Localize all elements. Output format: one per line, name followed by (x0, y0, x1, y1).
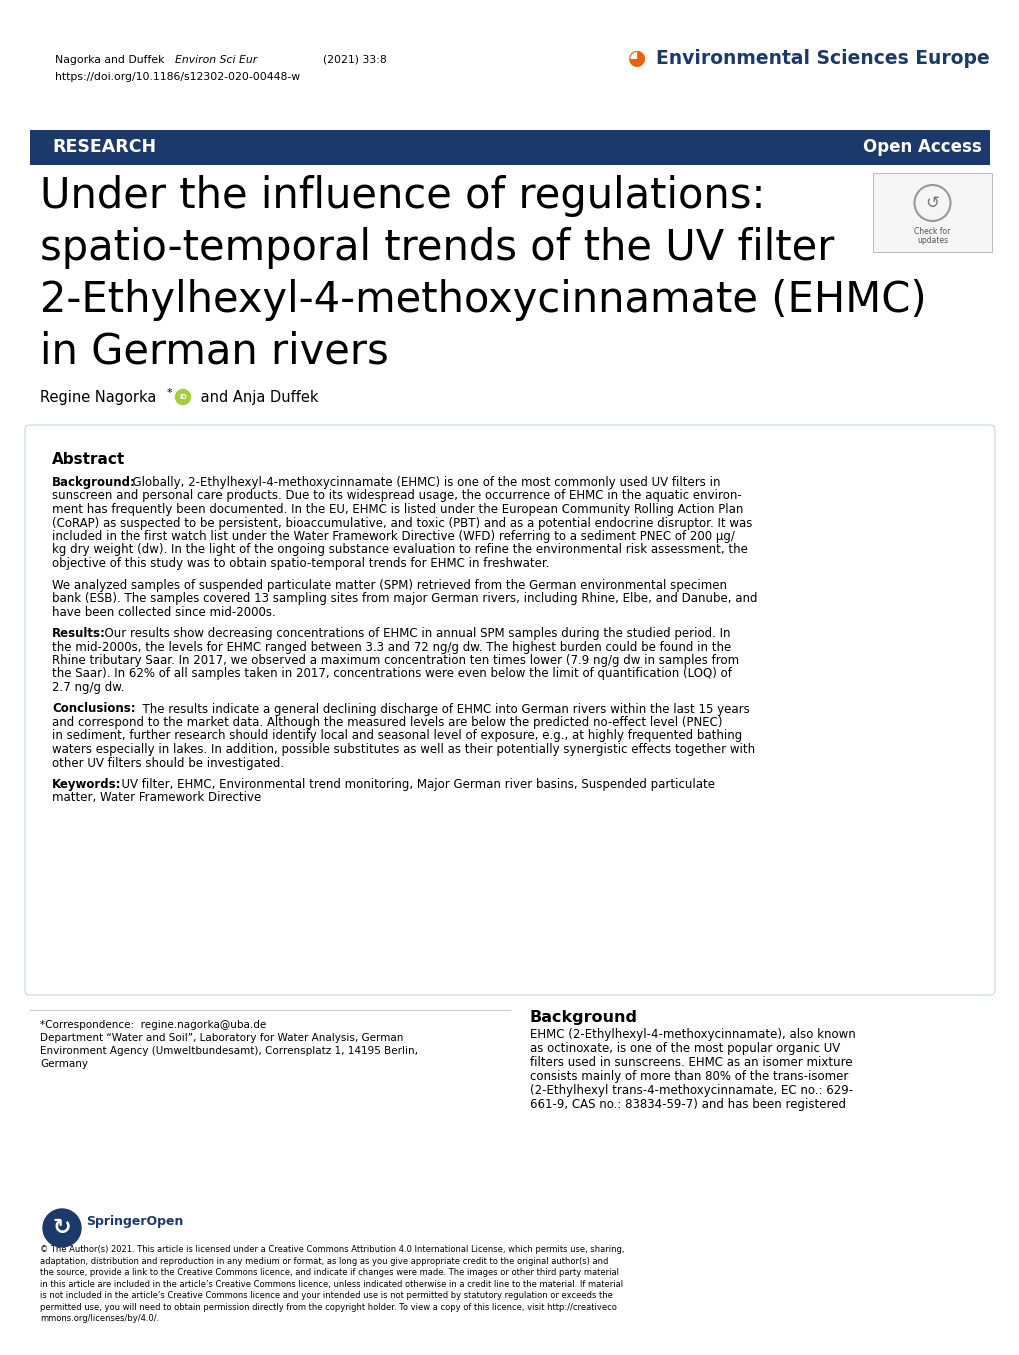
Text: RESEARCH: RESEARCH (52, 138, 156, 156)
Text: Environment Agency (Umweltbundesamt), Corrensplatz 1, 14195 Berlin,: Environment Agency (Umweltbundesamt), Co… (40, 1046, 418, 1056)
Bar (30, 130, 989, 165)
Text: filters used in sunscreens. EHMC as an isomer mixture: filters used in sunscreens. EHMC as an i… (530, 1056, 852, 1069)
Text: and Anja Duffek: and Anja Duffek (196, 390, 318, 405)
Text: Conclusions:: Conclusions: (52, 702, 136, 715)
Text: Results:: Results: (52, 627, 106, 640)
Text: https://doi.org/10.1186/s12302-020-00448-w: https://doi.org/10.1186/s12302-020-00448… (55, 72, 300, 83)
Text: © The Author(s) 2021. This article is licensed under a Creative Commons Attribut: © The Author(s) 2021. This article is li… (40, 1245, 624, 1253)
Text: objective of this study was to obtain spatio-temporal trends for EHMC in freshwa: objective of this study was to obtain sp… (52, 557, 549, 570)
Text: included in the first watch list under the Water Framework Directive (WFD) refer: included in the first watch list under t… (52, 530, 734, 543)
Text: (2021) 33:8: (2021) 33:8 (294, 56, 386, 65)
Text: Open Access: Open Access (862, 138, 981, 156)
Text: Abstract: Abstract (52, 453, 125, 467)
Text: ◕: ◕ (628, 47, 646, 68)
Text: Under the influence of regulations:: Under the influence of regulations: (40, 175, 764, 217)
Text: spatio-temporal trends of the UV filter: spatio-temporal trends of the UV filter (40, 228, 834, 270)
Text: Regine Nagorka: Regine Nagorka (40, 390, 156, 405)
Text: other UV filters should be investigated.: other UV filters should be investigated. (52, 756, 284, 770)
Text: Keywords:: Keywords: (52, 778, 121, 791)
Text: adaptation, distribution and reproduction in any medium or format, as long as yo: adaptation, distribution and reproductio… (40, 1256, 607, 1266)
Text: matter, Water Framework Directive: matter, Water Framework Directive (52, 791, 261, 805)
Text: EHMC (2-Ethylhexyl-4-methoxycinnamate), also known: EHMC (2-Ethylhexyl-4-methoxycinnamate), … (530, 1028, 855, 1041)
FancyBboxPatch shape (25, 425, 994, 995)
Text: bank (ESB). The samples covered 13 sampling sites from major German rivers, incl: bank (ESB). The samples covered 13 sampl… (52, 592, 757, 604)
Text: Department “Water and Soil”, Laboratory for Water Analysis, German: Department “Water and Soil”, Laboratory … (40, 1033, 403, 1043)
Text: Background: Background (530, 1009, 637, 1024)
Text: updates: updates (916, 236, 947, 245)
Text: waters especially in lakes. In addition, possible substitutes as well as their p: waters especially in lakes. In addition,… (52, 743, 754, 756)
Text: Environ Sci Eur: Environ Sci Eur (175, 56, 257, 65)
Text: 2.7 ng/g dw.: 2.7 ng/g dw. (52, 682, 124, 694)
Text: the source, provide a link to the Creative Commons licence, and indicate if chan: the source, provide a link to the Creati… (40, 1268, 619, 1276)
Text: *: * (167, 388, 172, 398)
Text: kg dry weight (dw). In the light of the ongoing substance evaluation to refine t: kg dry weight (dw). In the light of the … (52, 543, 747, 557)
Text: We analyzed samples of suspended particulate matter (SPM) retrieved from the Ger: We analyzed samples of suspended particu… (52, 579, 727, 592)
Circle shape (43, 1209, 81, 1247)
Text: mmons.org/licenses/by/4.0/.: mmons.org/licenses/by/4.0/. (40, 1314, 159, 1322)
Text: in this article are included in the article’s Creative Commons licence, unless i: in this article are included in the arti… (40, 1279, 623, 1289)
Text: Environmental Sciences Europe: Environmental Sciences Europe (655, 49, 988, 68)
Text: have been collected since mid-2000s.: have been collected since mid-2000s. (52, 606, 275, 618)
Text: the mid-2000s, the levels for EHMC ranged between 3.3 and 72 ng/g dw. The highes: the mid-2000s, the levels for EHMC range… (52, 641, 731, 653)
Text: sunscreen and personal care products. Due to its widespread usage, the occurrenc: sunscreen and personal care products. Du… (52, 489, 741, 503)
Text: *Correspondence:  regine.nagorka@uba.de: *Correspondence: regine.nagorka@uba.de (40, 1020, 266, 1030)
Text: the Saar). In 62% of all samples taken in 2017, concentrations were even below t: the Saar). In 62% of all samples taken i… (52, 668, 732, 680)
Text: iD: iD (179, 394, 186, 400)
FancyBboxPatch shape (872, 173, 991, 252)
Text: Nagorka and Duffek: Nagorka and Duffek (55, 56, 164, 65)
Text: as octinoxate, is one of the most popular organic UV: as octinoxate, is one of the most popula… (530, 1042, 840, 1056)
Text: (CoRAP) as suspected to be persistent, bioaccumulative, and toxic (PBT) and as a: (CoRAP) as suspected to be persistent, b… (52, 516, 752, 530)
Text: UV filter, EHMC, Environmental trend monitoring, Major German river basins, Susp: UV filter, EHMC, Environmental trend mon… (114, 778, 714, 791)
Text: SpringerOpen: SpringerOpen (86, 1215, 183, 1229)
Text: 2-Ethylhexyl-4-methoxycinnamate (EHMC): 2-Ethylhexyl-4-methoxycinnamate (EHMC) (40, 279, 925, 321)
Text: and correspond to the market data. Although the measured levels are below the pr: and correspond to the market data. Altho… (52, 715, 721, 729)
Text: ↺: ↺ (924, 194, 938, 211)
Text: Our results show decreasing concentrations of EHMC in annual SPM samples during : Our results show decreasing concentratio… (97, 627, 730, 640)
Text: Background:: Background: (52, 476, 136, 489)
Text: Germany: Germany (40, 1060, 88, 1069)
Circle shape (175, 389, 191, 405)
Text: The results indicate a general declining discharge of EHMC into German rivers wi: The results indicate a general declining… (135, 702, 749, 715)
Text: consists mainly of more than 80% of the trans-isomer: consists mainly of more than 80% of the … (530, 1070, 848, 1083)
Text: ↻: ↻ (53, 1218, 71, 1238)
Text: in German rivers: in German rivers (40, 331, 388, 373)
Text: permitted use, you will need to obtain permission directly from the copyright ho: permitted use, you will need to obtain p… (40, 1302, 616, 1312)
Text: Rhine tributary Saar. In 2017, we observed a maximum concentration ten times low: Rhine tributary Saar. In 2017, we observ… (52, 654, 739, 667)
Text: Globally, 2-Ethylhexyl-4-methoxycinnamate (EHMC) is one of the most commonly use: Globally, 2-Ethylhexyl-4-methoxycinnamat… (125, 476, 719, 489)
Text: (2-Ethylhexyl trans-4-methoxycinnamate, EC no.: 629-: (2-Ethylhexyl trans-4-methoxycinnamate, … (530, 1084, 852, 1098)
Text: 661-9, CAS no.: 83834-59-7) and has been registered: 661-9, CAS no.: 83834-59-7) and has been… (530, 1098, 845, 1111)
Text: ment has frequently been documented. In the EU, EHMC is listed under the Europea: ment has frequently been documented. In … (52, 503, 743, 516)
Text: is not included in the article’s Creative Commons licence and your intended use : is not included in the article’s Creativ… (40, 1291, 612, 1299)
Text: Check for: Check for (913, 228, 950, 236)
Text: in sediment, further research should identify local and seasonal level of exposu: in sediment, further research should ide… (52, 729, 742, 743)
